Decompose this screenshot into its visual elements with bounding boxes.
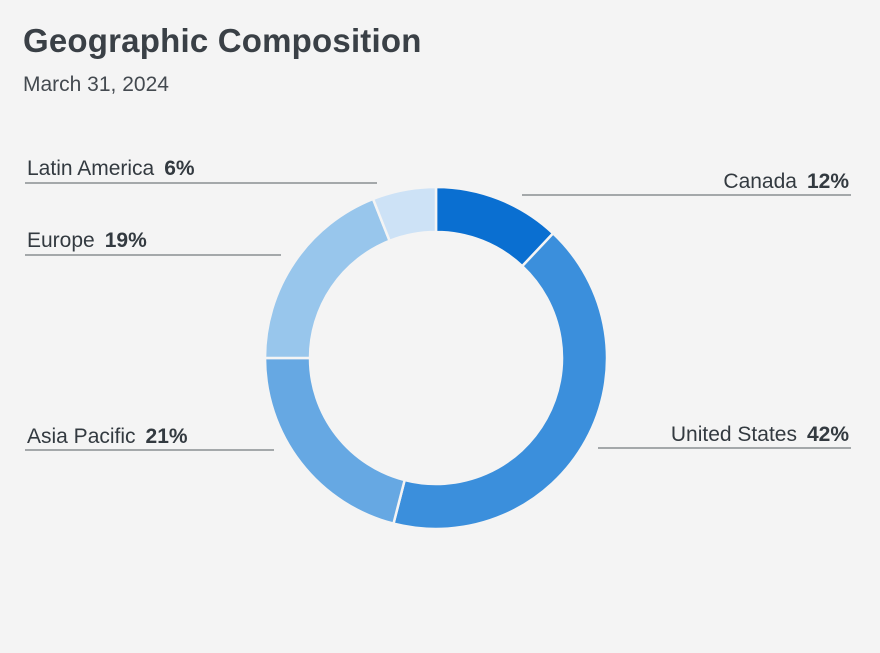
slice-labels: Canada 12% United States 42% Asia Pacific 21%… [25,157,851,451]
label-name-europe: Europe [27,229,95,252]
label-name-united-states: United States [671,423,797,446]
label-value-latin-america: 6% [164,157,195,180]
label-name-canada: Canada [723,170,797,193]
slice-europe [263,197,392,360]
label-name-latin-america: Latin America [27,157,155,180]
label-asia-pacific: Asia Pacific 21% [27,425,188,448]
donut-slices [263,185,609,531]
label-value-europe: 19% [105,229,147,252]
label-value-united-states: 42% [807,423,849,446]
slice-latin-america [371,185,438,243]
label-name-asia-pacific: Asia Pacific [27,425,136,448]
label-value-canada: 12% [807,170,849,193]
page-subtitle: March 31, 2024 [23,73,169,96]
page-title: Geographic Composition [23,22,422,59]
label-europe: Europe 19% [27,229,147,252]
slice-asia-pacific [263,356,407,526]
label-latin-america: Latin America 6% [27,157,195,180]
label-canada: Canada 12% [723,170,849,193]
label-value-asia-pacific: 21% [146,425,188,448]
slice-united-states [391,231,609,531]
label-united-states: United States 42% [671,423,849,446]
